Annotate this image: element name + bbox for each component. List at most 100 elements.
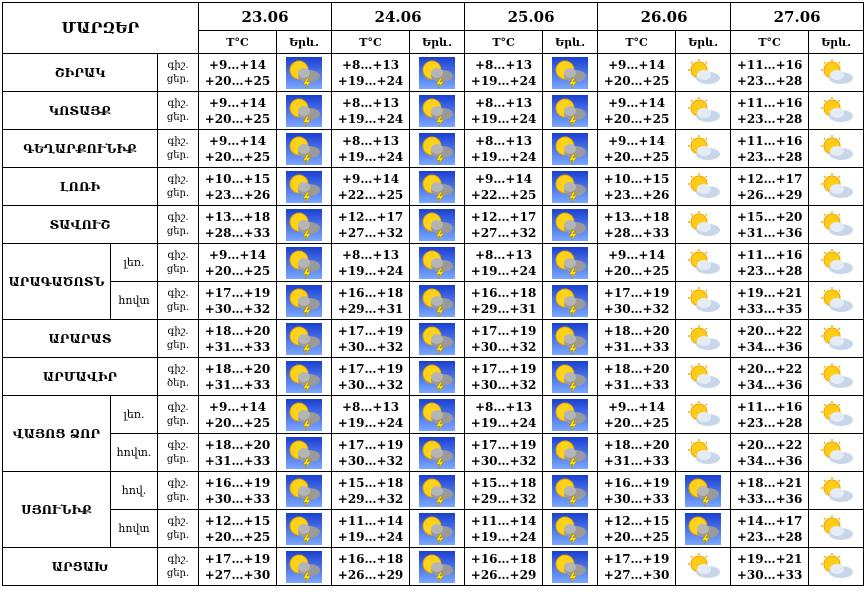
time-label: ցեր. (166, 415, 190, 427)
day-temp: +23…+26 (603, 187, 670, 202)
temperature: +12…+15 +20…+25 (597, 509, 677, 548)
temperature: +8…+13 +19…+24 (464, 53, 544, 92)
time-labels: գիշ. ցեր. (156, 281, 200, 320)
temperature: +18…+20 +31…+33 (198, 433, 278, 472)
weather-icon (675, 547, 732, 586)
region-name: ԱՐՄԱՎԻՐ (2, 357, 158, 396)
temp-header: T°C (730, 30, 810, 54)
time-label: գիշ. (167, 211, 189, 223)
time-labels: գիշ. ցեր. (156, 167, 200, 206)
night-temp: +11…+16 (736, 133, 803, 148)
region-name: ՇԻՐԱԿ (2, 53, 158, 92)
weather-icon (808, 167, 865, 206)
night-temp: +8…+13 (341, 57, 400, 72)
weather-icon (675, 319, 732, 358)
temperature: +18…+20 +31…+33 (198, 319, 278, 358)
weather-icon (675, 471, 732, 510)
storm-icon (552, 56, 589, 89)
temp-header: T°C (198, 30, 278, 54)
weather-icon (542, 243, 599, 282)
date: 23.06 (198, 2, 333, 31)
temperature: +9…+14 +20…+25 (198, 395, 278, 434)
storm-icon (419, 512, 456, 545)
day-temp: +33…+36 (736, 491, 803, 506)
weather-icon (409, 433, 466, 472)
night-temp: +11…+16 (736, 399, 803, 414)
time-label: գիշ. (167, 97, 189, 109)
day-temp: +34…+36 (736, 339, 803, 354)
weather-icon (542, 433, 599, 472)
night-temp: +16…+19 (603, 475, 670, 490)
weather-icon (542, 281, 599, 320)
day-temp: +19…+24 (470, 111, 537, 126)
region-row: ԼՈՌԻ գիշ. ցեր. +10…+15 +23…+26 +9…+14 +22…+25 +… (2, 167, 865, 206)
partly-cloudy-icon (688, 58, 721, 84)
day-temp: +23…+26 (204, 187, 271, 202)
storm-icon (552, 550, 589, 583)
icon-header: Երև. (409, 30, 466, 54)
partly-cloudy-icon (821, 96, 854, 122)
partly-cloudy-icon (688, 400, 721, 426)
weather-icon (409, 395, 466, 434)
temperature: +17…+19 +30…+32 (331, 319, 411, 358)
night-temp: +19…+21 (736, 285, 803, 300)
day-temp: +34…+36 (736, 377, 803, 392)
temperature: +16…+18 +29…+31 (331, 281, 411, 320)
storm-icon (419, 56, 456, 89)
time-labels: գիշ. ցեր. (156, 91, 200, 130)
day-temp: +31…+33 (603, 377, 670, 392)
weather-icon (808, 53, 865, 92)
storm-icon (419, 246, 456, 279)
storm-icon (419, 436, 456, 469)
temperature: +18…+20 +31…+33 (198, 357, 278, 396)
storm-icon (286, 436, 323, 469)
night-temp: +9…+14 (208, 399, 267, 414)
temperature: +11…+16 +23…+28 (730, 91, 810, 130)
time-label: գիշ. (167, 325, 189, 337)
time-label: ցեր. (166, 529, 190, 541)
night-temp: +17…+19 (204, 551, 271, 566)
night-temp: +8…+13 (474, 57, 533, 72)
night-temp: +10…+15 (204, 171, 271, 186)
weather-icon (542, 547, 599, 586)
weather-icon (409, 91, 466, 130)
temperature: +20…+22 +34…+36 (730, 357, 810, 396)
storm-icon (552, 436, 589, 469)
storm-icon (685, 512, 722, 545)
day-temp: +19…+24 (337, 415, 404, 430)
night-temp: +9…+14 (208, 247, 267, 262)
temperature: +8…+13 +19…+24 (464, 243, 544, 282)
weather-icon (808, 205, 865, 244)
day-temp: +30…+32 (337, 377, 404, 392)
temperature: +8…+13 +19…+24 (331, 91, 411, 130)
weather-icon (409, 319, 466, 358)
night-temp: +17…+19 (470, 437, 537, 452)
day-temp: +31…+33 (204, 339, 271, 354)
partly-cloudy-icon (821, 286, 854, 312)
night-temp: +9…+14 (607, 247, 666, 262)
time-label: ցեր. (166, 453, 190, 465)
partly-cloudy-icon (688, 134, 721, 160)
partly-cloudy-icon (821, 58, 854, 84)
night-temp: +17…+19 (470, 361, 537, 376)
temperature: +14…+17 +23…+28 (730, 509, 810, 548)
night-temp: +18…+20 (204, 323, 271, 338)
region-row: հովտ գիշ. ցեր. +17…+19 +30…+32 +16…+18 +29…+31… (3, 281, 865, 320)
weather-icon (808, 471, 865, 510)
night-temp: +12…+15 (603, 513, 670, 528)
temperature: +9…+14 +20…+25 (198, 53, 278, 92)
night-temp: +19…+21 (736, 551, 803, 566)
temperature: +9…+14 +20…+25 (597, 129, 677, 168)
weather-icon (542, 395, 599, 434)
partly-cloudy-icon (688, 286, 721, 312)
temperature: +13…+18 +28…+33 (597, 205, 677, 244)
night-temp: +9…+14 (607, 95, 666, 110)
night-temp: +10…+15 (603, 171, 670, 186)
day-temp: +19…+24 (470, 73, 537, 88)
temperature: +19…+21 +30…+33 (730, 547, 810, 586)
weather-icon (409, 129, 466, 168)
temperature: +8…+13 +19…+24 (464, 129, 544, 168)
weather-icon (542, 167, 599, 206)
night-temp: +17…+19 (470, 323, 537, 338)
weather-icon (276, 433, 333, 472)
